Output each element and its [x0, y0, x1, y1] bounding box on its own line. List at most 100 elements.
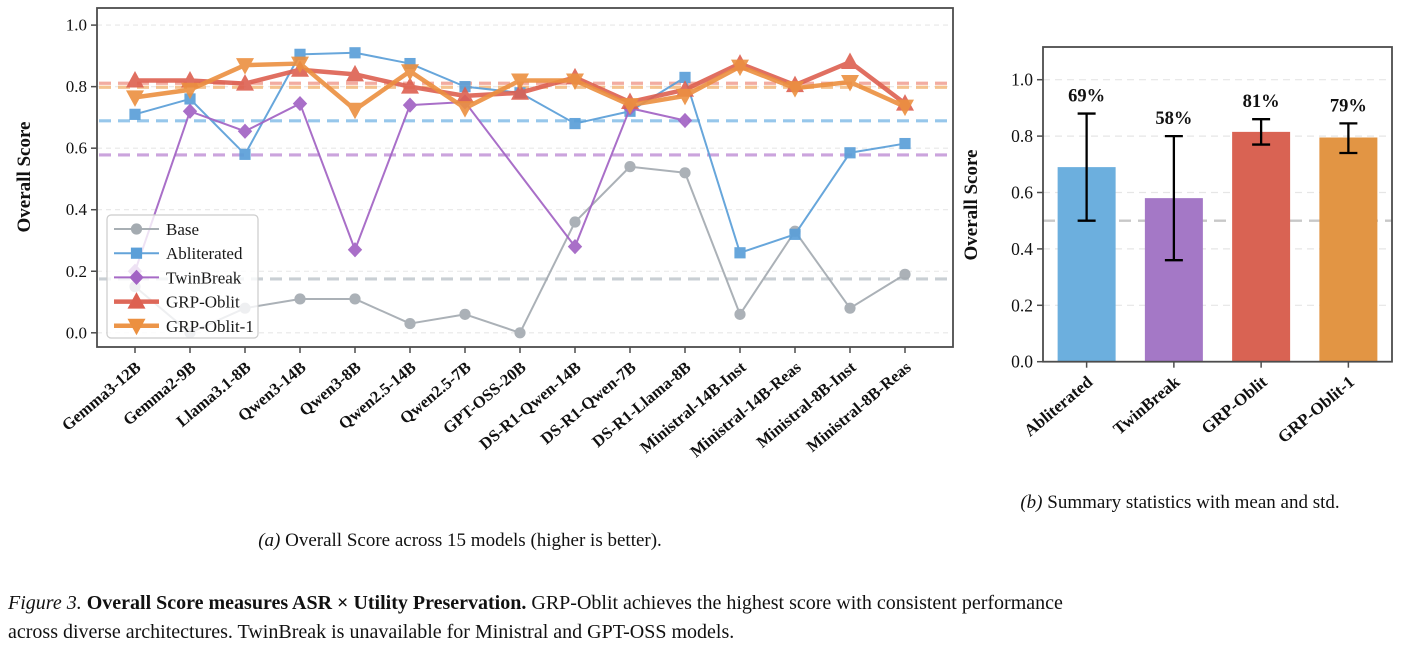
marker	[789, 228, 801, 240]
marker	[349, 293, 361, 305]
line-chart-x-axis: Gemma3-12BGemma2-9BLlama3.1-8BQwen3-14BQ…	[58, 347, 915, 461]
line-chart-y-axis: 0.0 0.2 0.4 0.6 0.8 1.0 Overall Score	[14, 16, 97, 342]
marker	[567, 239, 583, 255]
marker	[566, 73, 584, 90]
marker	[129, 108, 141, 120]
x-tick-label-ds-r1-qwen-14b: DS-R1-Qwen-14B	[475, 358, 584, 454]
legend-label-base: Base	[166, 220, 199, 239]
error-bar	[1164, 134, 1183, 262]
y-tick-label: 0.6	[66, 139, 87, 158]
marker	[126, 70, 144, 88]
legend-label-twinbreak: TwinBreak	[166, 268, 242, 287]
marker	[346, 102, 364, 120]
line-chart-border	[96, 7, 954, 348]
marker	[899, 137, 911, 150]
y-tick-label: 0.8	[66, 77, 87, 96]
figure-caption-rest-line2: across diverse architectures. TwinBreak …	[8, 621, 735, 643]
marker	[459, 308, 471, 320]
y-tick-label: 0.4	[1011, 239, 1033, 259]
marker	[126, 90, 144, 107]
marker	[291, 56, 309, 74]
marker	[896, 99, 914, 117]
marker	[127, 318, 146, 336]
legend-item-abliterated: Abliterated	[114, 244, 243, 263]
series-grp-oblit-1	[126, 56, 914, 120]
bar-rect	[1319, 137, 1378, 362]
caption-a: (a) Overall Score across 15 models (high…	[90, 530, 830, 552]
marker	[181, 82, 199, 100]
y-tick-label: 0.4	[66, 200, 88, 219]
marker	[899, 268, 911, 280]
bar-value-label: 69%	[1068, 87, 1105, 107]
marker	[677, 112, 693, 129]
marker	[404, 57, 416, 70]
marker	[511, 83, 529, 100]
y-tick-label: 0.2	[66, 262, 87, 281]
figure-caption-rest-line1: GRP-Oblit achieves the highest score wit…	[526, 592, 1063, 614]
caption-a-text: Overall Score across 15 models (higher i…	[280, 530, 662, 551]
marker	[127, 292, 146, 309]
marker	[676, 88, 694, 106]
marker	[402, 97, 418, 113]
bar-rect	[1232, 131, 1291, 362]
marker	[734, 247, 746, 259]
line-chart: Base Abliterated TwinBreak GRP-Oblit GRP-Obl…	[14, 7, 954, 461]
y-tick-label: 0.2	[1011, 295, 1033, 315]
marker	[511, 73, 529, 90]
error-bar	[1339, 122, 1358, 155]
y-tick-label: 1.0	[1011, 70, 1033, 90]
bar-chart-y-axis: 0.0 0.2 0.4 0.6 0.8 1.0 Overall Score	[961, 70, 1043, 372]
y-tick-label: 0.0	[1011, 352, 1033, 372]
figure-caption-label: Figure 3.	[8, 592, 82, 614]
marker	[236, 58, 254, 75]
legend-label-abliterated: Abliterated	[166, 244, 243, 263]
legend-item-grp-oblit-1: GRP-Oblit-1	[114, 317, 254, 336]
marker	[294, 293, 306, 305]
marker	[292, 95, 308, 112]
marker	[569, 216, 581, 228]
marker	[401, 64, 419, 81]
bar-value-label: 58%	[1155, 109, 1192, 129]
marker	[129, 269, 144, 285]
marker	[346, 64, 364, 82]
legend-label-grp-oblit: GRP-Oblit	[166, 293, 240, 312]
bar-grp-oblit: 81%	[1232, 92, 1291, 362]
marker	[130, 247, 143, 259]
marker	[679, 167, 691, 179]
bar-value-label: 79%	[1330, 96, 1367, 116]
error-bar	[1077, 112, 1096, 222]
y-tick-label: 0.0	[66, 323, 87, 342]
marker	[786, 81, 804, 98]
caption-a-label: (a)	[258, 530, 281, 551]
caption-b-text: Summary statistics with mean and std.	[1042, 492, 1340, 513]
charts-canvas: BaseAbliteratedTwinBreakGRP-OblitGRP-Obl…	[14, 7, 1393, 461]
bar-chart-y-axis-label: Overall Score	[961, 150, 982, 261]
marker	[734, 308, 746, 320]
line-chart-y-axis-label: Overall Score	[14, 122, 35, 233]
x-tick-label-grp-oblit: GRP-Oblit	[1198, 372, 1271, 438]
marker	[731, 59, 749, 77]
bar-chart-border	[1042, 46, 1393, 363]
marker	[624, 161, 636, 173]
x-tick-label-ds-r1-qwen-7b: DS-R1-Qwen-7B	[537, 358, 640, 449]
y-tick-label: 0.6	[1011, 183, 1033, 203]
y-tick-label: 1.0	[66, 16, 87, 35]
legend-item-grp-oblit: GRP-Oblit	[114, 292, 240, 312]
bar-chart: 69% 58% 81% 79% 0.0 0.2 0.4 0.6 0.8 1.0 Overall Sc…	[961, 46, 1393, 447]
marker	[347, 242, 363, 258]
marker	[844, 147, 856, 159]
line-chart-legend: Base Abliterated TwinBreak GRP-Oblit GRP-Obl…	[106, 214, 259, 339]
marker	[679, 71, 691, 84]
marker	[621, 98, 639, 115]
marker	[456, 86, 474, 103]
x-tick-label-twinbreak: TwinBreak	[1109, 372, 1183, 439]
caption-b: (b) Summary statistics with mean and std…	[940, 492, 1420, 514]
marker	[236, 74, 254, 91]
figure-caption: Figure 3. Overall Score measures ASR × U…	[8, 589, 1416, 647]
legend-item-twinbreak: TwinBreak	[114, 268, 242, 287]
marker	[569, 117, 581, 130]
bar-chart-x-axis: Abliterated TwinBreak GRP-Oblit GRP-Oblit-1	[1020, 361, 1358, 447]
marker	[182, 103, 198, 119]
x-tick-label-abliterated: Abliterated	[1020, 372, 1096, 440]
